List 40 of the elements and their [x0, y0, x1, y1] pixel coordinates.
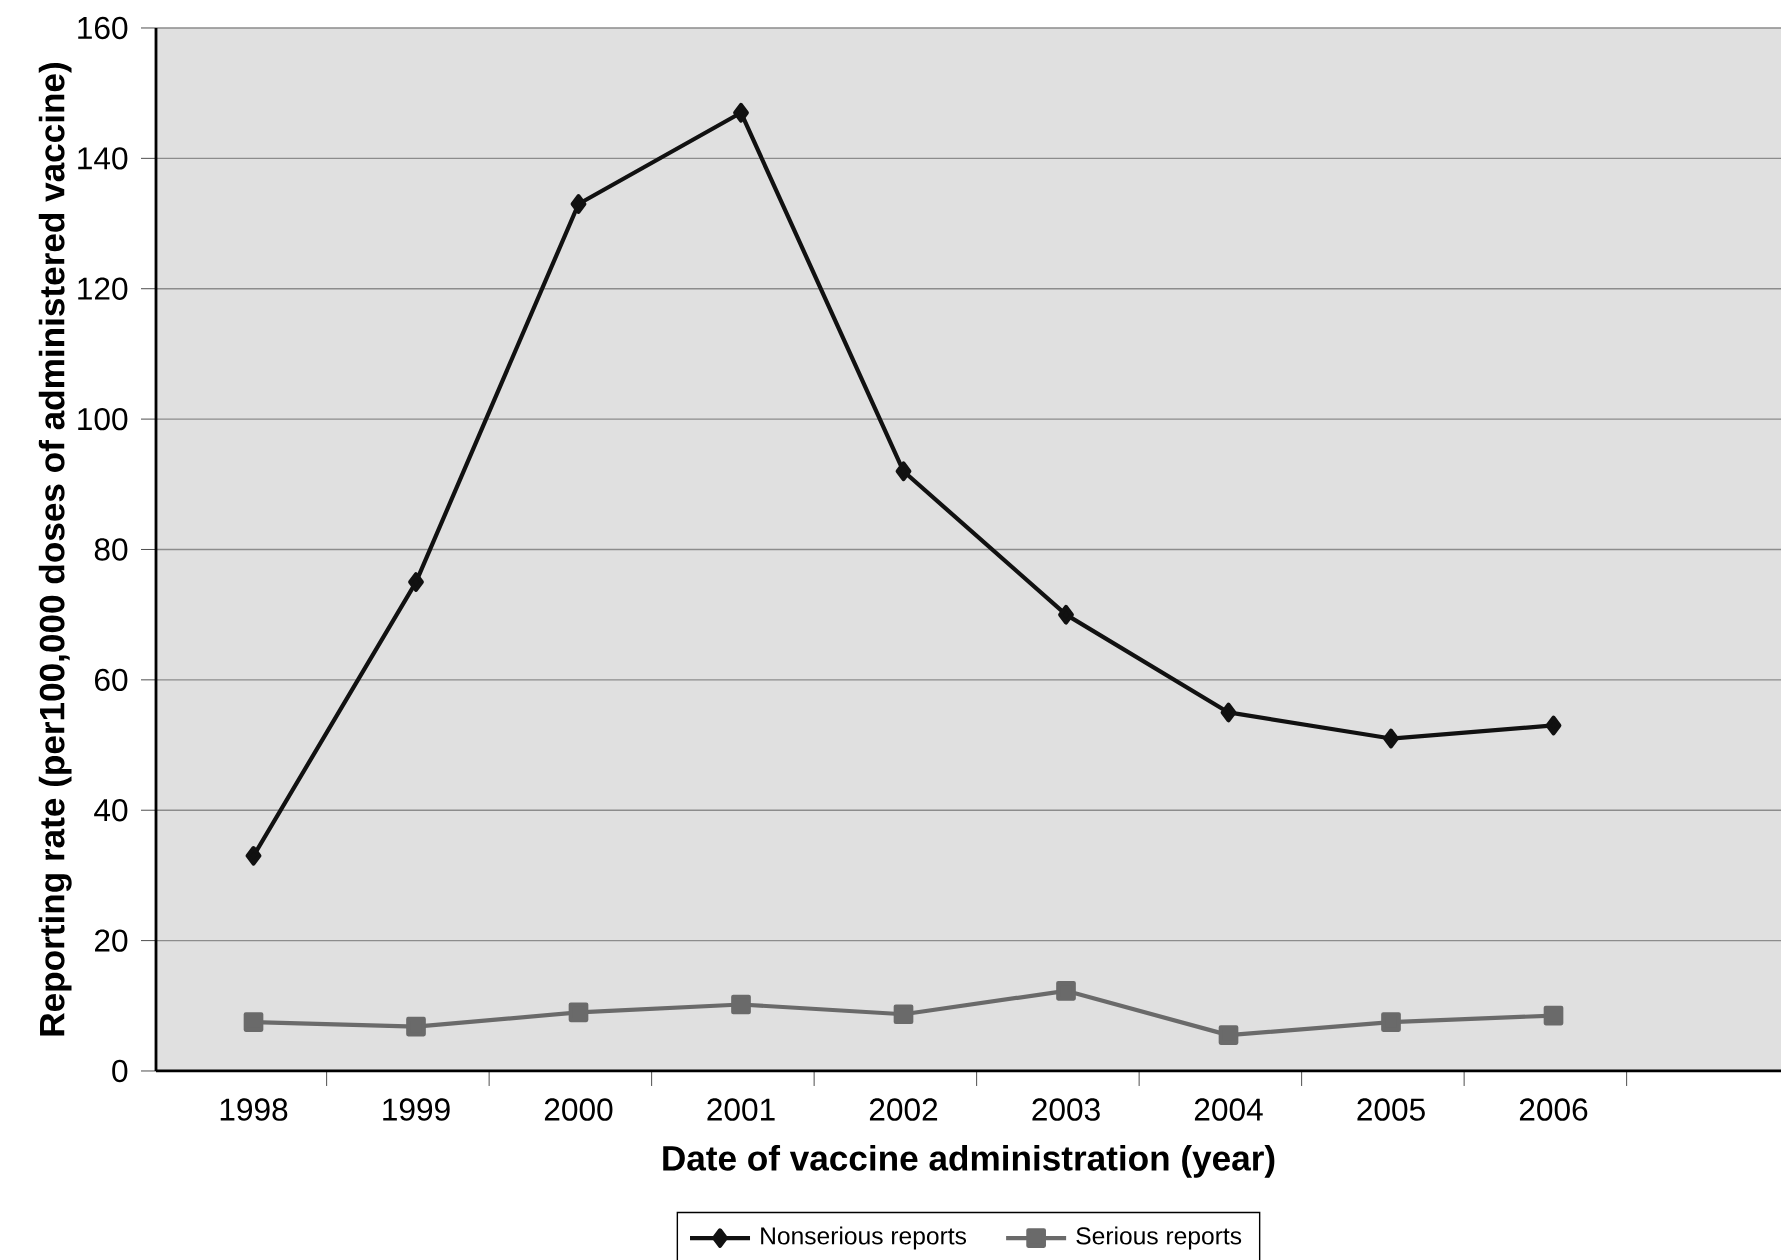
- point: [1545, 715, 1562, 736]
- point: [1218, 1025, 1239, 1045]
- y-tick-label: 120: [78, 277, 128, 300]
- point: [406, 1016, 426, 1037]
- legend-label: Nonserious reports: [761, 1226, 967, 1250]
- y-tick-label: 0: [112, 1059, 128, 1083]
- x-tick-label: 2002: [869, 1098, 938, 1121]
- x-tick-label: 2000: [544, 1098, 613, 1121]
- y-tick-label: 40: [94, 799, 128, 822]
- x-tick-label: 1999: [383, 1098, 450, 1121]
- x-axis-title: Date of vaccine administration (year): [663, 1144, 1275, 1178]
- point: [570, 194, 587, 214]
- point: [243, 1012, 264, 1032]
- x-tick-label: 2006: [1519, 1098, 1588, 1121]
- point: [1381, 1012, 1401, 1032]
- y-tick-label: 20: [95, 929, 128, 952]
- y-tick-label: 160: [78, 16, 128, 40]
- point: [1058, 604, 1074, 625]
- x-tick-label: 2004: [1194, 1098, 1263, 1121]
- point: [1543, 1005, 1564, 1026]
- y-tick-label: 100: [78, 407, 128, 431]
- point: [568, 1002, 589, 1023]
- y-axis-title: Reporting rate (per100,000 doses of administered vaccine): [38, 63, 72, 1036]
- y-tick-label: 60: [95, 668, 128, 692]
- point: [1220, 702, 1237, 723]
- x-tick-label: 1998: [220, 1098, 288, 1121]
- point: [1383, 728, 1399, 749]
- point: [895, 461, 912, 482]
- point: [733, 102, 749, 123]
- y-tick-label: 80: [94, 538, 128, 561]
- point: [1056, 980, 1076, 1001]
- x-tick-label: 2005: [1357, 1098, 1425, 1121]
- x-tick-label: 2001: [707, 1098, 775, 1121]
- point: [245, 846, 262, 866]
- y-tick-label: 140: [78, 147, 128, 170]
- point: [731, 994, 751, 1015]
- x-tick-label: 2003: [1032, 1098, 1100, 1121]
- point: [408, 572, 424, 592]
- legend-label: Serious reports: [1076, 1226, 1242, 1250]
- point: [893, 1004, 914, 1025]
